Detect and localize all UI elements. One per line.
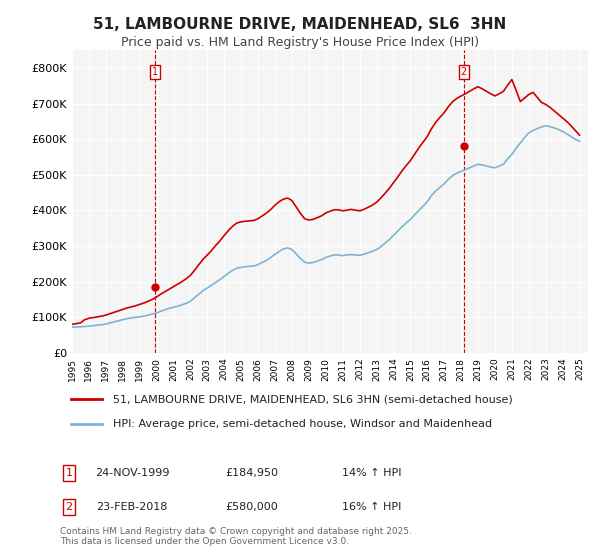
Text: 51, LAMBOURNE DRIVE, MAIDENHEAD, SL6  3HN: 51, LAMBOURNE DRIVE, MAIDENHEAD, SL6 3HN xyxy=(94,17,506,32)
Text: 1: 1 xyxy=(65,468,73,478)
Text: £184,950: £184,950 xyxy=(226,468,278,478)
Text: 14% ↑ HPI: 14% ↑ HPI xyxy=(342,468,402,478)
Text: Contains HM Land Registry data © Crown copyright and database right 2025.
This d: Contains HM Land Registry data © Crown c… xyxy=(60,526,412,546)
Text: £580,000: £580,000 xyxy=(226,502,278,512)
Text: 1: 1 xyxy=(152,67,158,77)
Text: 23-FEB-2018: 23-FEB-2018 xyxy=(97,502,167,512)
Text: 2: 2 xyxy=(65,502,73,512)
Text: 24-NOV-1999: 24-NOV-1999 xyxy=(95,468,169,478)
Text: Price paid vs. HM Land Registry's House Price Index (HPI): Price paid vs. HM Land Registry's House … xyxy=(121,36,479,49)
Text: 2: 2 xyxy=(461,67,467,77)
Text: HPI: Average price, semi-detached house, Windsor and Maidenhead: HPI: Average price, semi-detached house,… xyxy=(113,419,492,429)
Text: 51, LAMBOURNE DRIVE, MAIDENHEAD, SL6 3HN (semi-detached house): 51, LAMBOURNE DRIVE, MAIDENHEAD, SL6 3HN… xyxy=(113,394,512,404)
Text: 16% ↑ HPI: 16% ↑ HPI xyxy=(343,502,401,512)
